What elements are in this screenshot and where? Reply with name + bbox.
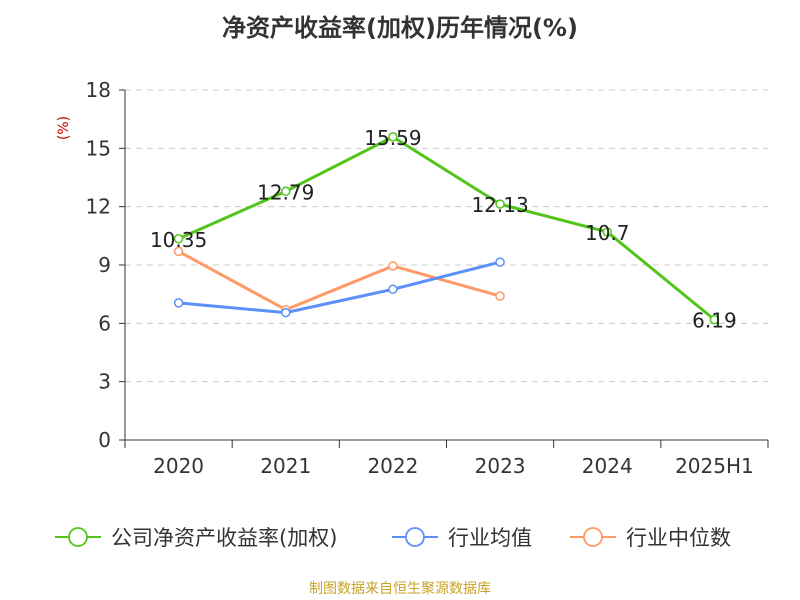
y-tick-label: 9 [98, 253, 111, 277]
y-tick-label: 15 [86, 136, 111, 160]
data-point [602, 227, 612, 237]
data-point [281, 307, 291, 318]
grid-lines [125, 89, 768, 383]
series-line [178, 260, 501, 315]
data-point [388, 132, 398, 142]
y-tick-label: 12 [86, 195, 111, 219]
y-tick-label: 0 [98, 428, 111, 452]
data-point [495, 291, 505, 301]
y-tick-label: 6 [98, 311, 111, 335]
data-label: 12.79 [257, 180, 314, 204]
data-point [709, 314, 720, 325]
legend-label: 行业中位数 [626, 526, 731, 550]
legend-label: 行业均值 [448, 526, 532, 550]
data-point [495, 199, 505, 209]
x-tick-label: 2022 [367, 454, 418, 478]
legend-marker [583, 527, 603, 547]
data-point [173, 234, 184, 244]
data-label: 15.59 [364, 126, 421, 150]
y-tick-label: 18 [86, 78, 111, 102]
legend: 公司净资产收益率(加权) 行业均值 行业中位数 [55, 526, 731, 550]
y-tick-label: 3 [98, 370, 111, 394]
x-tick-label: 2020 [153, 454, 204, 478]
legend-label: 公司净资产收益率(加权) [111, 526, 337, 550]
data-labels: 10.35 12.79 15.59 12.13 10.7 6.19 [150, 126, 737, 333]
data-point [173, 246, 184, 257]
data-label: 12.13 [471, 193, 528, 217]
axes: 0 3 6 9 12 15 18 (%) 2020 2021 2022 2023 2024 2025H1 [56, 78, 769, 478]
series-line [177, 250, 501, 312]
data-point [495, 257, 505, 267]
data-point [281, 186, 291, 197]
data-point [173, 298, 184, 308]
data-point [388, 284, 398, 295]
data-label: 6.19 [692, 309, 737, 333]
x-tick-label: 2021 [260, 454, 311, 478]
source-note: 制图数据来自恒生聚源数据库 [309, 581, 491, 597]
x-tick-label: 2023 [475, 454, 526, 478]
legend-marker [405, 527, 425, 547]
series-line [177, 135, 716, 321]
data-label: 10.35 [150, 228, 207, 252]
x-tick-label: 2024 [582, 454, 633, 478]
y-axis-label: (%) [56, 116, 72, 140]
series-lines [173, 132, 720, 325]
x-tick-label: 2025H1 [675, 454, 754, 478]
data-point [388, 261, 398, 271]
chart-title: 净资产收益率(加权)历年情况(%) [222, 14, 578, 42]
data-label: 10.7 [585, 221, 630, 245]
legend-marker [68, 527, 88, 547]
